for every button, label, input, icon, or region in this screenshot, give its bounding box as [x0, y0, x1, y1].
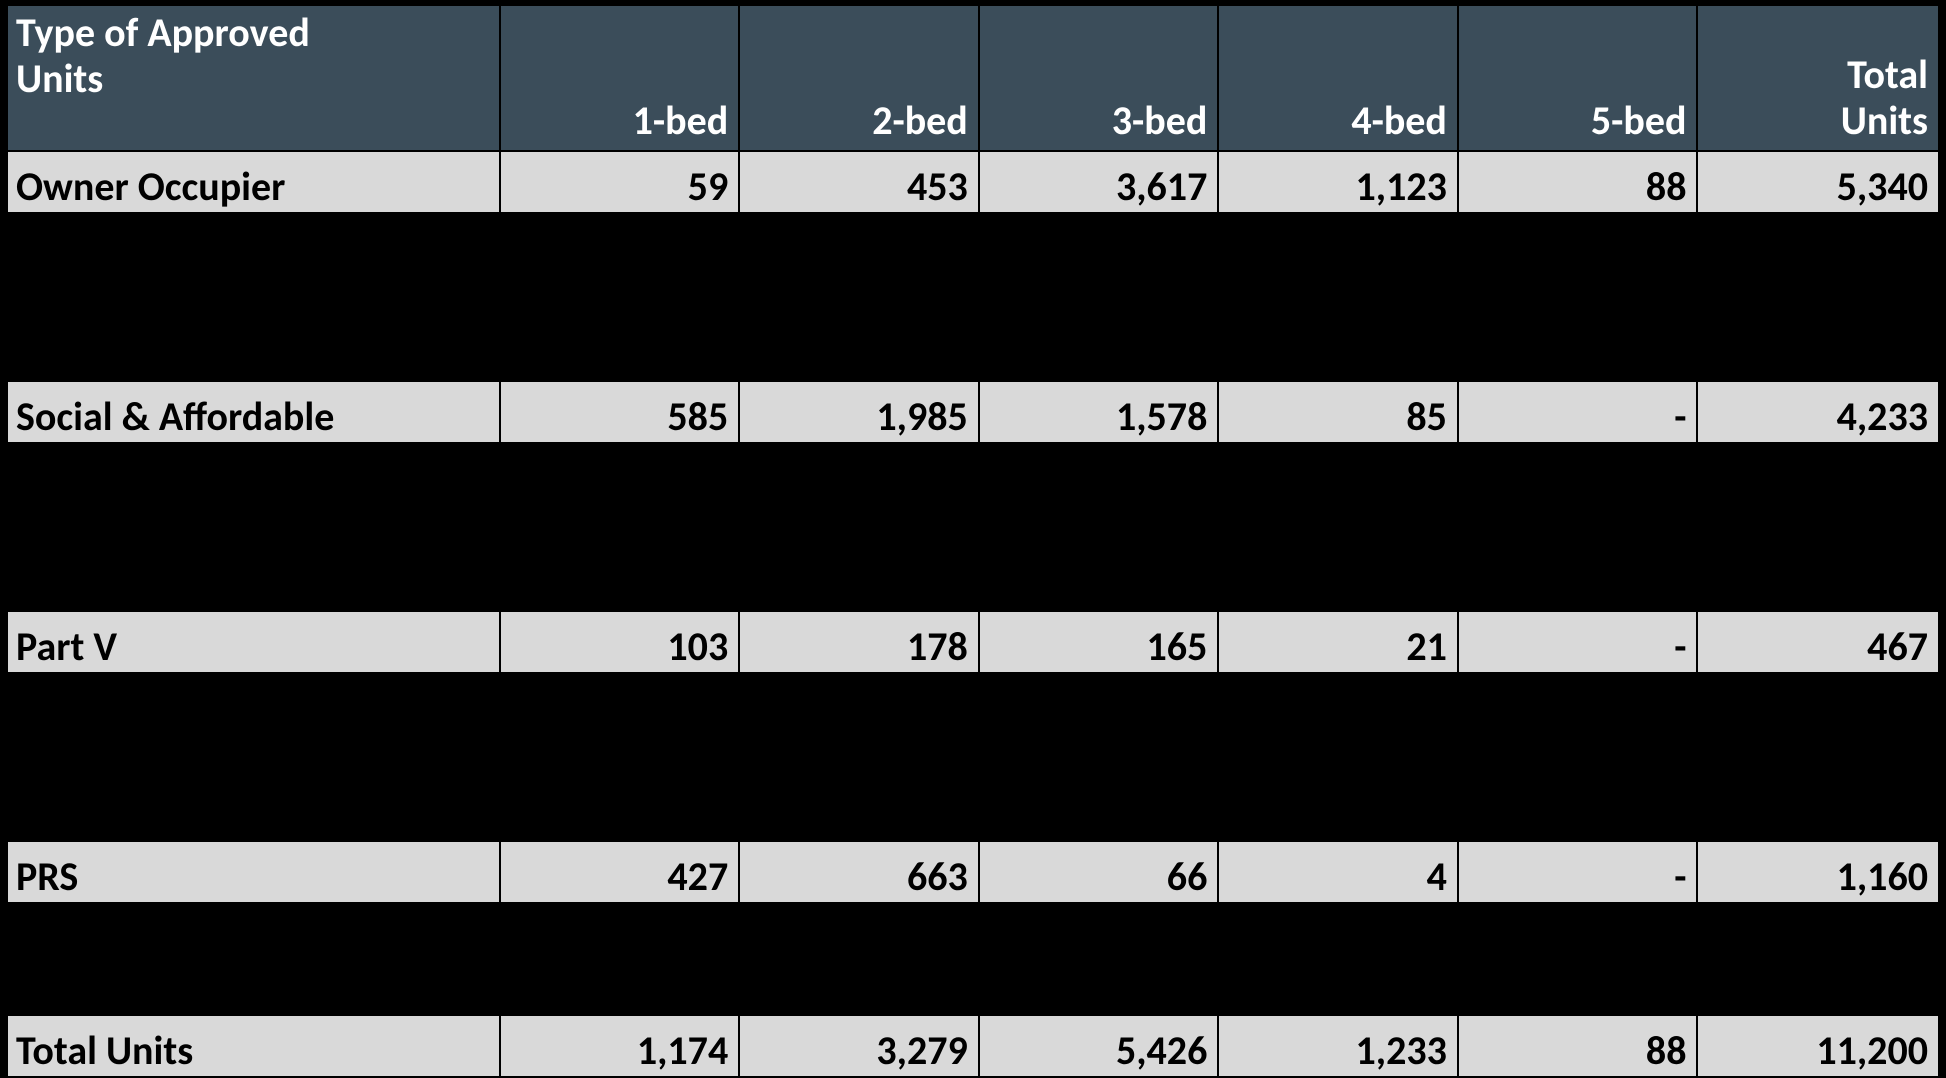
- cell-total: 467: [1697, 611, 1939, 673]
- units-table-container: Type of Approved Units 1-bed 2-bed 3-bed…: [0, 0, 1946, 1056]
- table-row-total: Total Units 1,174 3,279 5,426 1,233 88 1…: [7, 1015, 1939, 1077]
- row-spacer: [7, 213, 1939, 381]
- table-header-row: Type of Approved Units 1-bed 2-bed 3-bed…: [7, 5, 1939, 151]
- cell-1bed: 585: [500, 381, 740, 443]
- col-header-5bed: 5-bed: [1458, 5, 1698, 151]
- cell-3bed: 5,426: [979, 1015, 1219, 1077]
- cell-1bed: 59: [500, 151, 740, 213]
- cell-5bed: 88: [1458, 151, 1698, 213]
- row-label: Social & Affordable: [7, 381, 500, 443]
- cell-2bed: 3,279: [739, 1015, 979, 1077]
- row-spacer: [7, 443, 1939, 611]
- col-header-type-line2: Units: [16, 54, 103, 103]
- cell-5bed: -: [1458, 611, 1698, 673]
- cell-4bed: 85: [1218, 381, 1458, 443]
- cell-2bed: 453: [739, 151, 979, 213]
- col-header-1bed: 1-bed: [500, 5, 740, 151]
- col-header-4bed: 4-bed: [1218, 5, 1458, 151]
- cell-2bed: 178: [739, 611, 979, 673]
- cell-3bed: 165: [979, 611, 1219, 673]
- row-spacer: [7, 903, 1939, 1015]
- row-label: Owner Occupier: [7, 151, 500, 213]
- cell-4bed: 21: [1218, 611, 1458, 673]
- cell-4bed: 1,233: [1218, 1015, 1458, 1077]
- cell-2bed: 663: [739, 841, 979, 903]
- cell-3bed: 1,578: [979, 381, 1219, 443]
- col-header-3bed: 3-bed: [979, 5, 1219, 151]
- cell-2bed: 1,985: [739, 381, 979, 443]
- row-label: Total Units: [7, 1015, 500, 1077]
- cell-1bed: 427: [500, 841, 740, 903]
- table-row: Owner Occupier 59 453 3,617 1,123 88 5,3…: [7, 151, 1939, 213]
- cell-total: 5,340: [1697, 151, 1939, 213]
- cell-1bed: 103: [500, 611, 740, 673]
- cell-4bed: 1,123: [1218, 151, 1458, 213]
- cell-4bed: 4: [1218, 841, 1458, 903]
- row-label: Part V: [7, 611, 500, 673]
- cell-total: 4,233: [1697, 381, 1939, 443]
- col-header-total-line2: Units: [1841, 96, 1928, 145]
- cell-5bed: -: [1458, 381, 1698, 443]
- row-label: PRS: [7, 841, 500, 903]
- cell-1bed: 1,174: [500, 1015, 740, 1077]
- table-row: Part V 103 178 165 21 - 467: [7, 611, 1939, 673]
- col-header-2bed: 2-bed: [739, 5, 979, 151]
- cell-3bed: 66: [979, 841, 1219, 903]
- approved-units-table: Type of Approved Units 1-bed 2-bed 3-bed…: [6, 4, 1940, 1078]
- table-row: PRS 427 663 66 4 - 1,160: [7, 841, 1939, 903]
- table-row: Social & Affordable 585 1,985 1,578 85 -…: [7, 381, 1939, 443]
- cell-3bed: 3,617: [979, 151, 1219, 213]
- row-spacer: [7, 673, 1939, 841]
- cell-5bed: 88: [1458, 1015, 1698, 1077]
- cell-total: 11,200: [1697, 1015, 1939, 1077]
- col-header-total: Total Units: [1697, 5, 1939, 151]
- cell-total: 1,160: [1697, 841, 1939, 903]
- col-header-total-line1: Total: [1847, 50, 1928, 99]
- col-header-type-line1: Type of Approved: [16, 8, 310, 57]
- col-header-type: Type of Approved Units: [7, 5, 500, 151]
- cell-5bed: -: [1458, 841, 1698, 903]
